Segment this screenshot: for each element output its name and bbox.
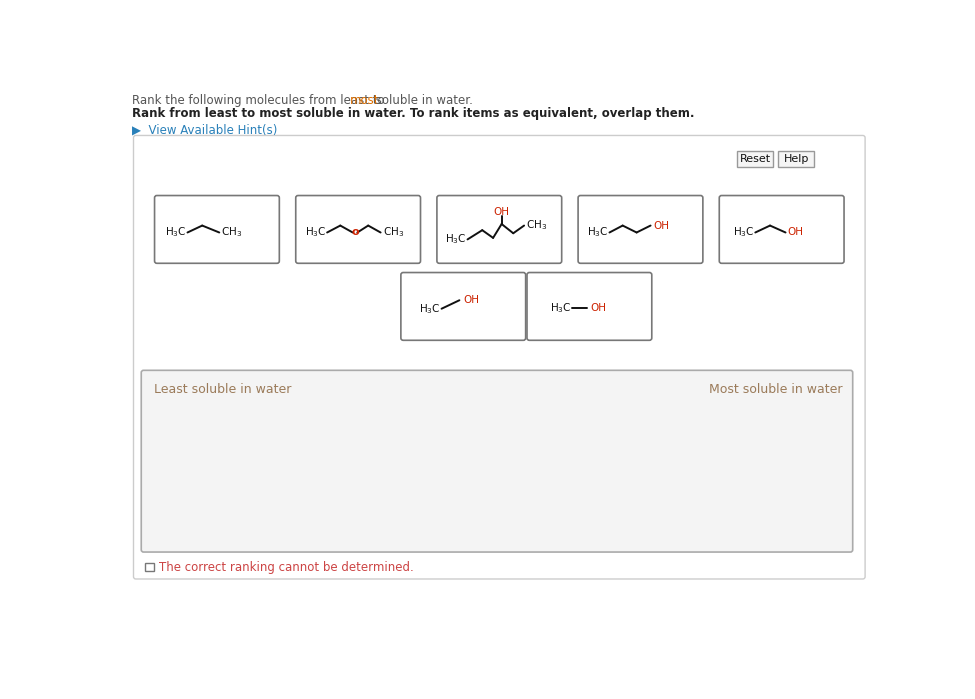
Bar	[145, 563, 154, 571]
FancyBboxPatch shape	[437, 196, 562, 264]
FancyBboxPatch shape	[527, 273, 651, 340]
Text: CH$_3$: CH$_3$	[220, 226, 242, 239]
Text: OH: OH	[788, 227, 803, 238]
Text: Rank from least to most soluble in water. To rank items as equivalent, overlap t: Rank from least to most soluble in water…	[132, 107, 694, 120]
Text: Rank the following molecules from least to: Rank the following molecules from least …	[132, 94, 388, 107]
Text: ▶  View Available Hint(s): ▶ View Available Hint(s)	[132, 124, 277, 137]
Text: The correct ranking cannot be determined.: The correct ranking cannot be determined…	[159, 561, 413, 574]
Text: most: most	[350, 94, 379, 107]
Text: o: o	[351, 227, 359, 238]
FancyBboxPatch shape	[134, 136, 865, 579]
Text: OH: OH	[493, 207, 510, 217]
Text: H$_3$C: H$_3$C	[305, 226, 327, 239]
FancyBboxPatch shape	[578, 196, 703, 264]
FancyBboxPatch shape	[778, 151, 814, 167]
Text: CH$_3$: CH$_3$	[526, 219, 548, 233]
Text: Most soluble in water: Most soluble in water	[709, 384, 842, 396]
Text: soluble in water.: soluble in water.	[372, 94, 473, 107]
Text: OH: OH	[653, 221, 670, 231]
Text: OH: OH	[590, 303, 606, 313]
FancyBboxPatch shape	[141, 370, 853, 552]
Text: CH$_3$: CH$_3$	[383, 226, 404, 239]
Text: OH: OH	[463, 295, 480, 305]
FancyBboxPatch shape	[401, 273, 526, 340]
Text: Help: Help	[784, 154, 809, 164]
Text: Least soluble in water: Least soluble in water	[154, 384, 292, 396]
Text: H$_3$C: H$_3$C	[165, 226, 187, 239]
Text: H$_3$C: H$_3$C	[733, 226, 755, 239]
Text: H$_3$C: H$_3$C	[446, 233, 467, 246]
FancyBboxPatch shape	[295, 196, 420, 264]
FancyBboxPatch shape	[720, 196, 844, 264]
FancyBboxPatch shape	[737, 151, 773, 167]
FancyBboxPatch shape	[155, 196, 279, 264]
Text: H$_3$C: H$_3$C	[419, 302, 441, 316]
Text: H$_3$C: H$_3$C	[587, 226, 608, 239]
Text: Reset: Reset	[739, 154, 770, 164]
Text: H$_3$C: H$_3$C	[550, 301, 571, 315]
